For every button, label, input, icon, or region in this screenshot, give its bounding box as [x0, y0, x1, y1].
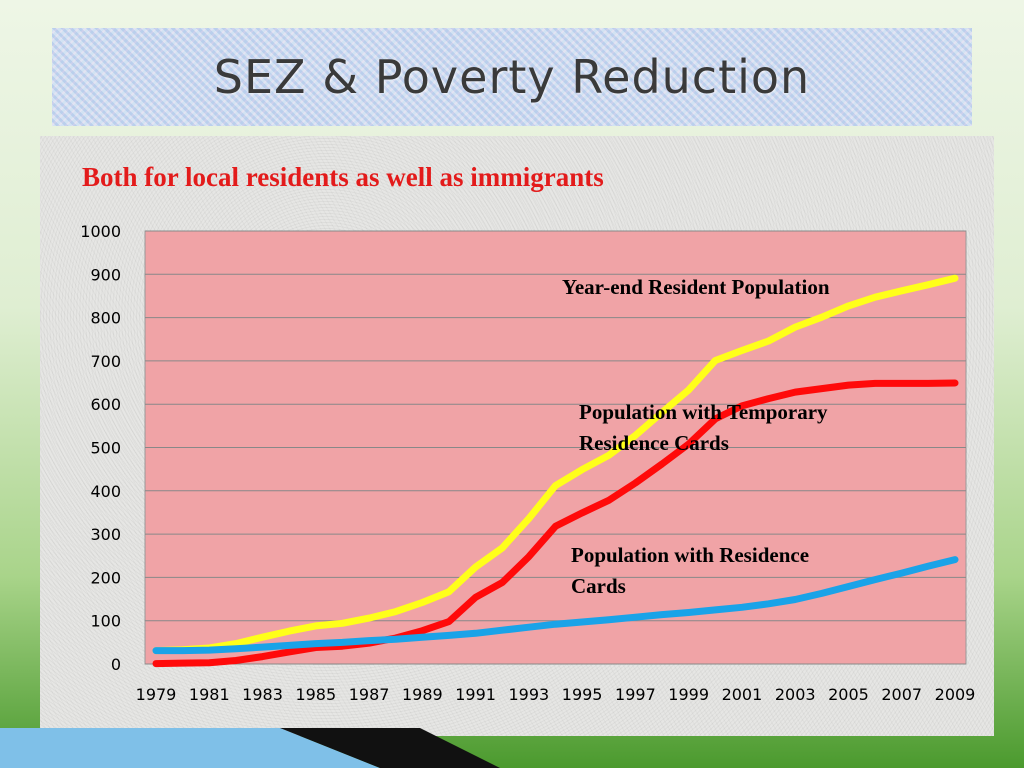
x-tick-label: 2001 [722, 685, 763, 704]
y-tick-label: 900 [90, 265, 121, 284]
y-tick-label: 400 [90, 482, 121, 501]
x-tick-label: 1987 [349, 685, 390, 704]
y-tick-label: 600 [90, 395, 121, 414]
x-tick-label: 1979 [136, 685, 177, 704]
x-tick-label: 2007 [881, 685, 922, 704]
x-tick-label: 1981 [189, 685, 230, 704]
y-tick-label: 800 [90, 309, 121, 328]
series-line-population-with-temporary-residence-cards [152, 379, 959, 668]
y-tick-label: 700 [90, 352, 121, 371]
x-tick-label: 1993 [509, 685, 550, 704]
x-tick-label: 1989 [402, 685, 443, 704]
y-tick-label: 1000 [80, 222, 121, 241]
x-tick-label: 1991 [455, 685, 496, 704]
y-tick-label: 0 [111, 655, 121, 674]
title-banner: SEZ & Poverty Reduction [52, 28, 972, 126]
x-tick-label: 1997 [615, 685, 656, 704]
y-tick-label: 300 [90, 525, 121, 544]
y-tick-label: 500 [90, 439, 121, 458]
annotation-temporary-residence: Population with Temporary Residence Card… [579, 400, 828, 455]
x-tick-label: 2005 [828, 685, 869, 704]
slide-title: SEZ & Poverty Reduction [213, 50, 811, 104]
x-tick-label: 1999 [668, 685, 709, 704]
series-line-year-end-resident-population [152, 274, 959, 655]
x-tick-label: 2003 [775, 685, 816, 704]
y-tick-label: 100 [90, 612, 121, 631]
x-tick-label: 1983 [242, 685, 283, 704]
annotation-year-end-resident: Year-end Resident Population [562, 275, 830, 299]
x-tick-label: 2009 [935, 685, 976, 704]
x-tick-label: 1985 [295, 685, 336, 704]
bottom-decoration [0, 728, 500, 768]
annotation-residence-cards: Population with Residence Cards [571, 543, 810, 598]
series-line-population-with-residence-cards [152, 556, 959, 655]
y-tick-label: 200 [90, 568, 121, 587]
x-tick-label: 1995 [562, 685, 603, 704]
slide-subtitle: Both for local residents as well as immi… [82, 162, 604, 192]
